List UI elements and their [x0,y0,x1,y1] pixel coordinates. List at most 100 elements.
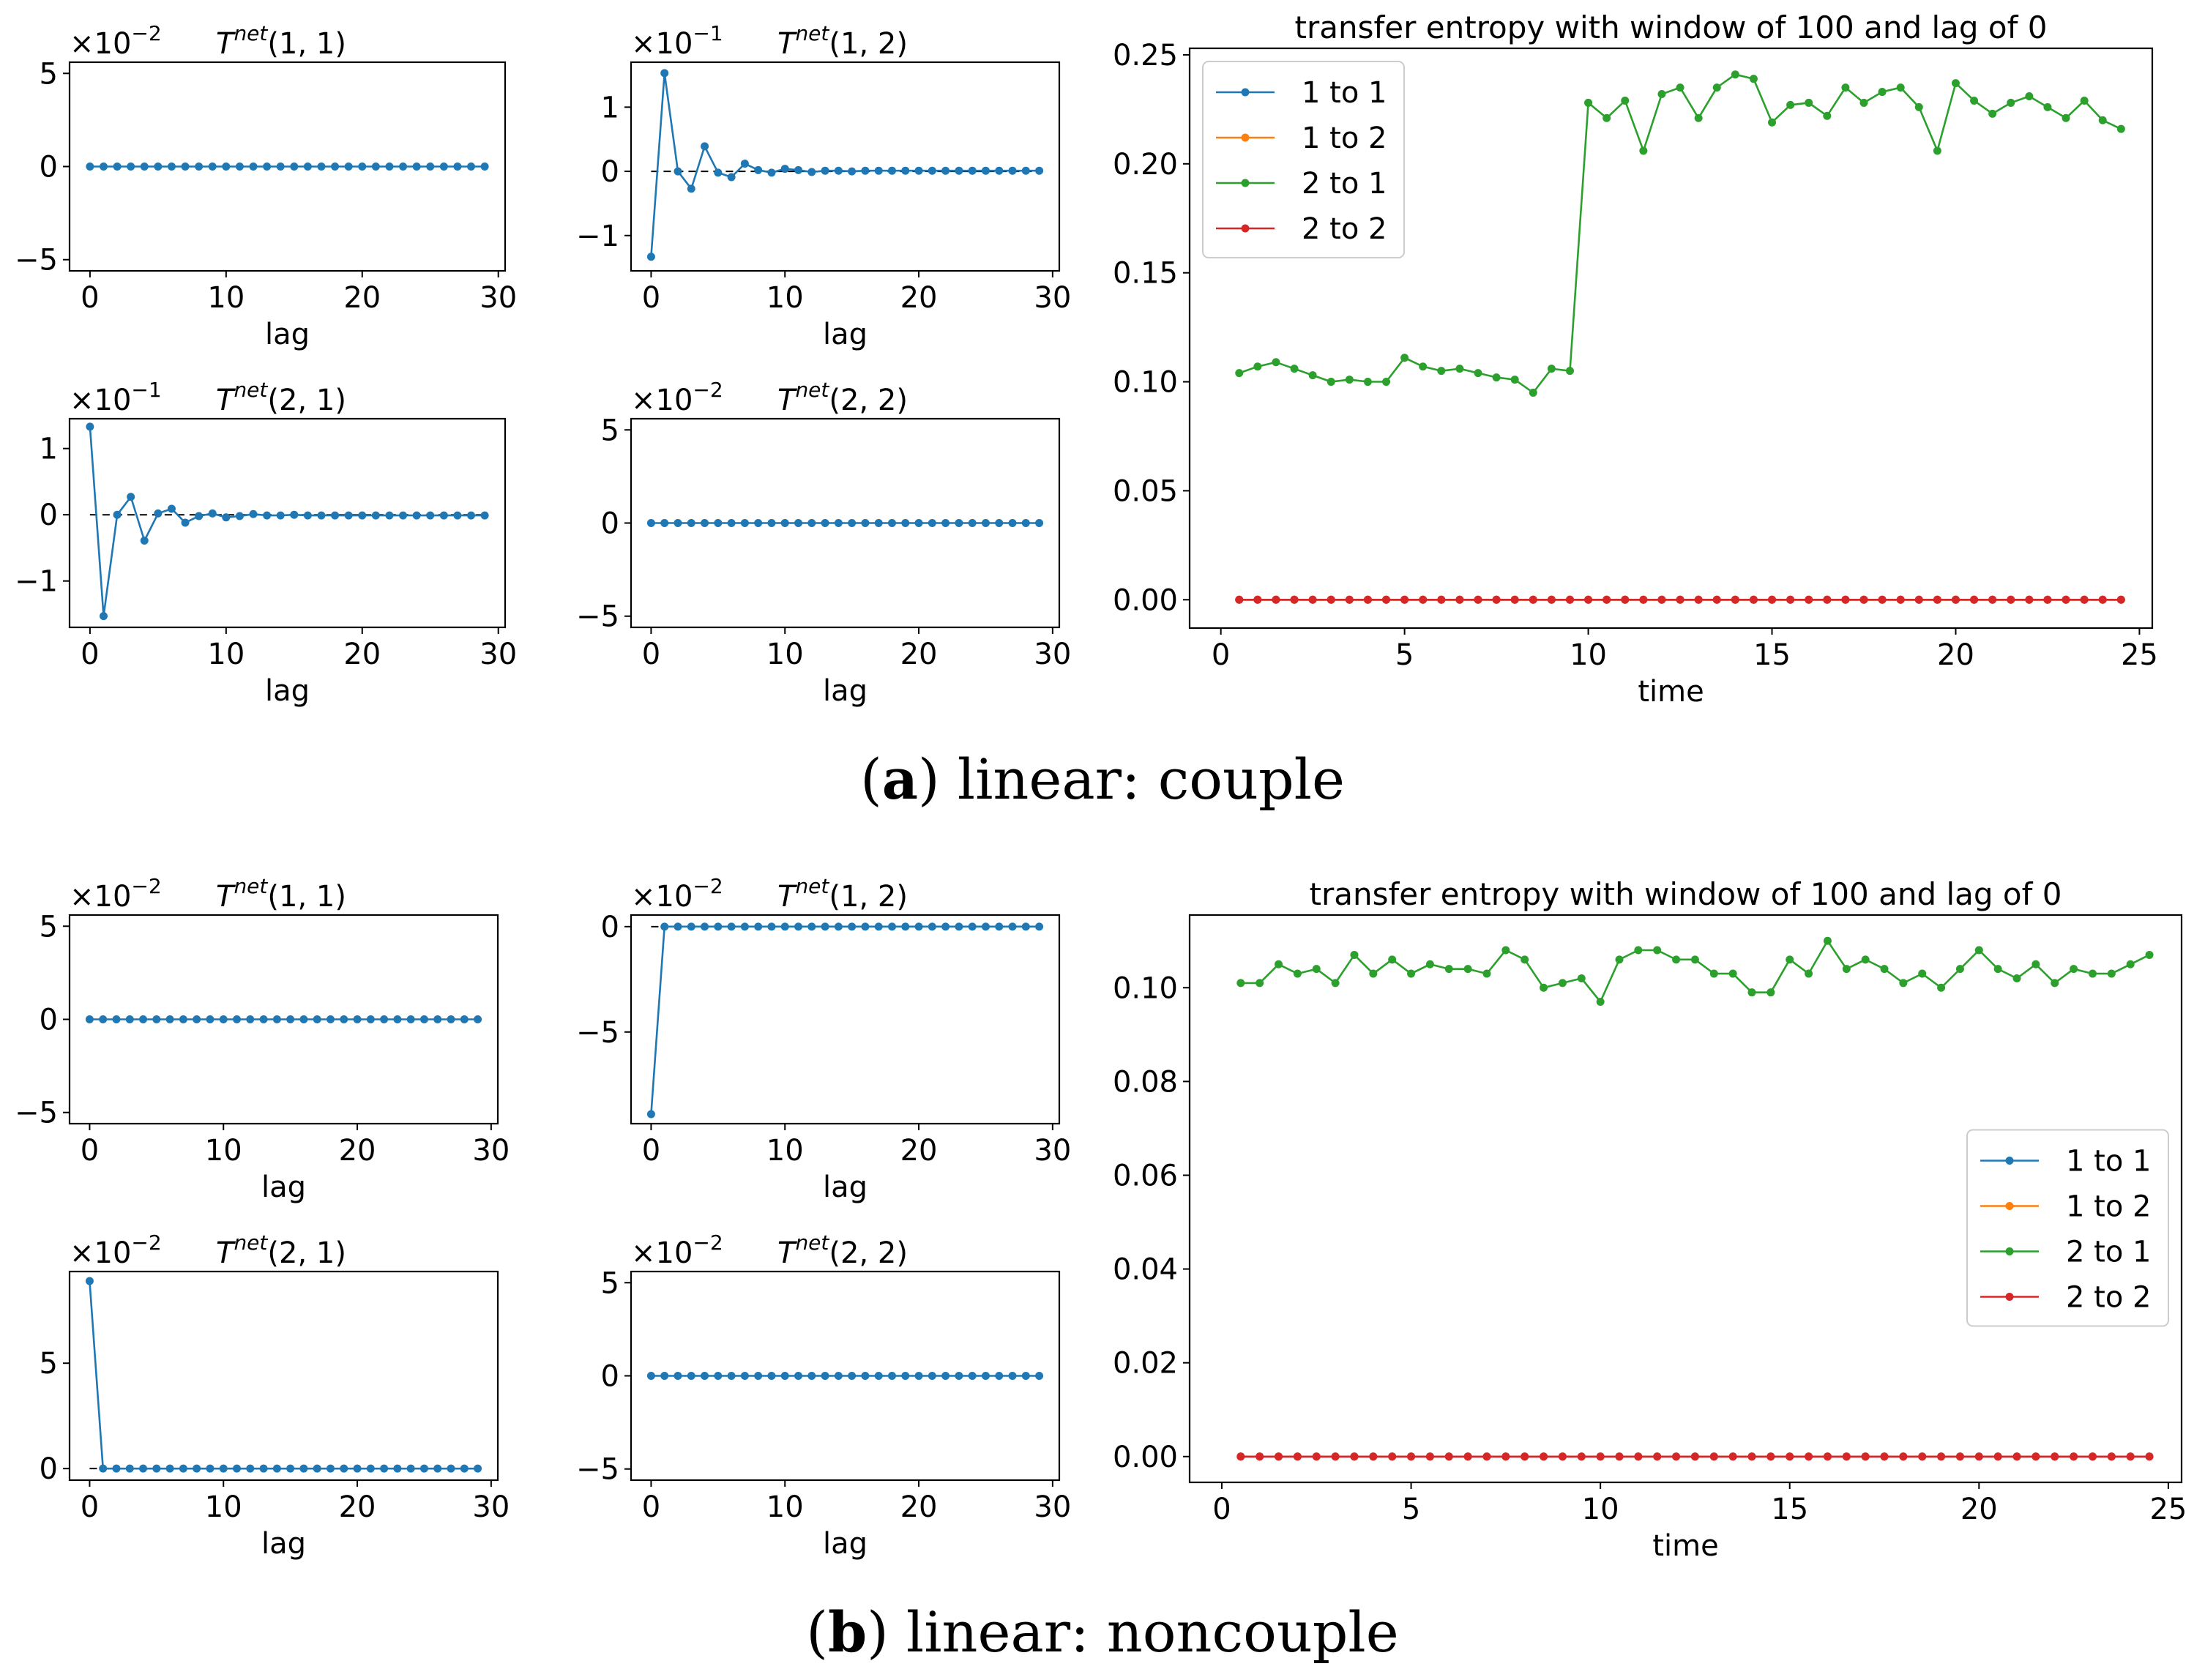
data-point [1035,519,1044,527]
data-point [1345,595,1354,604]
data-point [426,163,435,171]
data-point [1596,1452,1605,1461]
data-point [1861,1452,1870,1461]
data-point [460,1464,469,1473]
data-point [154,163,163,171]
data-point [995,166,1004,175]
data-point [1970,595,1979,604]
data-point [353,1464,362,1473]
data-point [331,163,340,171]
legend-swatch-marker [1241,88,1250,97]
data-point [1463,965,1472,974]
data-point [968,922,977,931]
series-line [89,426,485,616]
data-point [1272,358,1280,367]
data-point [1021,1372,1030,1380]
data-point [1521,955,1529,964]
data-point [2051,1452,2059,1461]
legend-label: 1 to 2 [2066,1190,2151,1224]
data-point [887,166,896,175]
data-point [2043,595,2052,604]
data-point [406,1015,415,1023]
x-tick-label: 20 [343,281,381,315]
x-tick-label: 20 [1960,1493,1998,1526]
data-point [1842,1452,1851,1461]
data-point [874,922,883,931]
data-point [1596,997,1605,1006]
data-point [193,1015,201,1023]
data-point [941,166,950,175]
data-point [1008,166,1017,175]
data-point [754,165,763,174]
data-point [687,184,695,193]
data-point [385,511,394,520]
x-axis-label: lag [265,318,310,351]
data-point [1639,146,1648,155]
x-tick-label: 30 [480,638,517,671]
data-point [286,1015,295,1023]
data-point [1955,965,1964,974]
data-point [326,1015,335,1023]
data-point [235,163,244,171]
data-point [331,511,340,520]
chart-a-T11: 0 10 20 30 5 0 −5 lag ×10−2 Tnet(1, 1) [15,21,517,351]
y-tick-label: 0.06 [1113,1159,1178,1192]
data-point [2126,960,2135,968]
data-point [86,422,94,431]
series-line [650,925,1040,1115]
x-axis-label: lag [261,1171,306,1204]
x-tick-label: 10 [1570,638,1607,672]
x-tick-label: 30 [472,1134,510,1168]
data-point [767,168,776,177]
data-point [249,509,258,518]
caption-a: (a) linear: couple [860,747,1345,812]
data-point [208,163,217,171]
data-point [1634,946,1643,955]
x-tick-label: 15 [1771,1493,1808,1526]
y-tick-label: 0 [601,507,619,541]
data-point [1547,595,1556,604]
data-point [914,519,923,527]
legend: 1 to 1 1 to 2 2 to 1 2 to 2 [1202,61,1405,258]
data-point [263,511,272,520]
data-point [1547,365,1556,373]
data-point [208,509,217,518]
data-point [326,1464,335,1473]
data-point [740,519,749,527]
data-point [1331,979,1340,988]
data-point [2031,960,2040,968]
x-tick-label: 20 [339,1134,376,1168]
axes-frame [630,61,1061,272]
data-point [1540,983,1548,992]
y-tick-label: 0 [40,1452,58,1486]
data-point [399,511,408,520]
data-point [1709,1452,1718,1461]
data-point [1474,595,1482,604]
x-tick-label: 0 [81,281,99,315]
offset-multiplier: ×10−2 [70,1231,162,1270]
data-point [1253,362,1262,371]
data-point [1937,1452,1946,1461]
data-point [1951,595,1960,604]
data-point [474,1015,482,1023]
data-point [1400,354,1409,362]
data-point [290,163,299,171]
data-point [474,1464,482,1473]
data-point [834,519,843,527]
data-point [222,163,231,171]
data-point [1369,969,1378,978]
data-point [179,1015,187,1023]
x-tick-label: 0 [81,638,99,671]
legend-box [1202,61,1405,258]
data-point [1933,595,1941,604]
data-point [968,166,977,175]
data-point [195,163,204,171]
data-point [1253,595,1262,604]
axes-frame [68,417,507,629]
data-point [165,1464,174,1473]
data-point [1639,595,1648,604]
data-point [727,1372,736,1380]
y-tick-label: 0.10 [1113,971,1178,1005]
